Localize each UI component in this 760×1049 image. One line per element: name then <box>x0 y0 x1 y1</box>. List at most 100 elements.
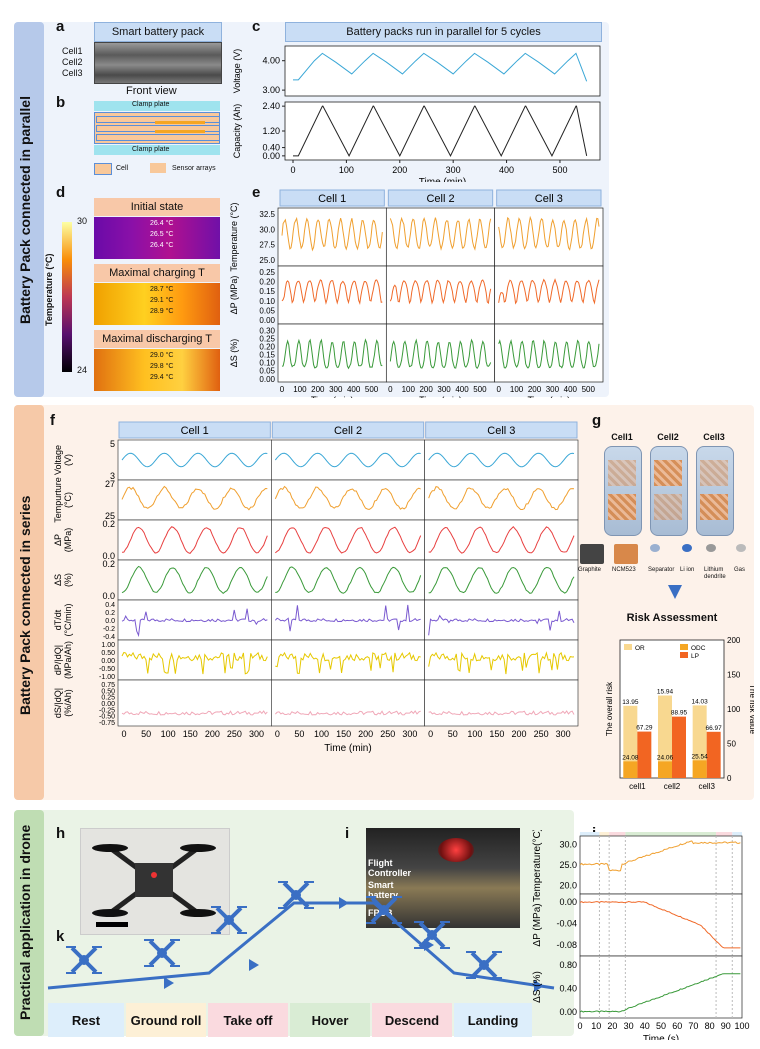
panel-e-xtick-label: 500 <box>582 385 596 394</box>
panel-f-series-6-2 <box>428 710 575 716</box>
g-legend-lp: LP <box>691 653 699 660</box>
j-ylabel-0: Temperature(°C) <box>532 830 543 902</box>
panel-f-ytick-label: -0.75 <box>99 720 115 727</box>
panel-e-ytick-label: 32.5 <box>259 210 275 219</box>
thermal-temp-1-1: 29.1 °C <box>150 297 174 304</box>
colorbar <box>62 222 72 372</box>
panel-c-xtick-label: 400 <box>499 165 514 175</box>
g-label-or-2: 14.03 <box>692 698 709 705</box>
panel-e-xlabel-2: Time (min) <box>527 395 570 398</box>
g-legend-2: Separator <box>648 567 675 573</box>
panel-f-cell-header-2 <box>425 421 578 439</box>
panel-e-xtick-label: 100 <box>402 385 416 394</box>
g-label-odc-0: 24.08 <box>622 754 639 761</box>
panel-f-ytick-label: 0.50 <box>101 688 115 695</box>
panel-e-xtick-label: 200 <box>311 385 325 394</box>
panel-f-series-2-0 <box>121 526 268 554</box>
drone-body <box>479 960 489 970</box>
panel-f-ytick-label: 0.00 <box>101 658 115 665</box>
panel-c-xtick-label: 200 <box>392 165 407 175</box>
j-ylabel-1: ΔP (MPa) <box>532 903 543 946</box>
g-label-odc-2: 25.54 <box>692 753 709 760</box>
flight-arrowhead <box>424 939 434 951</box>
g-cell-label-2: Cell3 <box>703 432 725 442</box>
series-section-label: Battery Pack connected in series <box>17 495 33 715</box>
j-ylabel-2: ΔS (%) <box>532 971 543 1003</box>
g-label-lp-1: 88.95 <box>671 710 688 717</box>
led-glow <box>438 838 474 862</box>
g-bar-or-1 <box>658 695 672 778</box>
panel-f-ytick-label: 0.4 <box>105 602 115 609</box>
panel-f-series-5-2 <box>428 651 575 675</box>
panel-f-series-5-0 <box>121 651 268 675</box>
panel-f-xtick-label: 0 <box>275 729 280 739</box>
g-legend-lp-swatch <box>680 652 688 658</box>
panel-f-cell-header-1 <box>271 421 425 439</box>
panel-c-ytick-label: 3.00 <box>262 85 280 95</box>
panel-c-ytick-label: 4.00 <box>262 56 280 66</box>
g-cell-label-0: Cell1 <box>611 432 633 442</box>
j-ytick-label: -0.08 <box>556 940 577 950</box>
g-y2label: The risk value <box>748 684 754 734</box>
g-label-odc-1: 24.06 <box>657 754 674 761</box>
clamp-plate-bottom-label: Clamp plate <box>132 146 170 153</box>
panel-f-xtick-label: 250 <box>380 729 395 739</box>
panel-f-cell-header-0 <box>118 421 271 439</box>
g-cell-layer-1-1 <box>654 494 682 520</box>
panel-f-ytick-label: -0.2 <box>103 626 115 633</box>
g-legend-icon-1 <box>614 544 638 564</box>
panel-f-axes-4-2 <box>424 599 579 641</box>
panel-e-axes-1-0 <box>277 265 387 325</box>
panel-letter-g: g <box>592 412 602 429</box>
panel-e-xtick-label: 200 <box>528 385 542 394</box>
panel-e-cell-header-1 <box>387 189 494 207</box>
g-bar-odc-2 <box>692 760 707 778</box>
panel-letter-e: e <box>252 184 261 201</box>
panel-e-cell-header-0 <box>279 189 385 207</box>
j-ytick-label: 0.00 <box>559 1007 577 1017</box>
panel-f-series-3-2 <box>428 567 575 594</box>
panel-f-xtick-label: 250 <box>534 729 549 739</box>
panel-e-xtick-label: 0 <box>280 385 285 394</box>
panel-f-ytick-label: 5 <box>110 439 115 449</box>
series-section-tab <box>14 405 44 800</box>
panel-e-xtick-label: 500 <box>473 385 487 394</box>
panel-e-series-2-2 <box>498 338 600 369</box>
g-ylabel: The overall risk <box>605 681 614 736</box>
drone-section-tab <box>14 810 44 1036</box>
j-ytick-label: 25.0 <box>559 860 577 870</box>
g-ytick-label: 100 <box>727 705 741 714</box>
thermal-title-2: Maximal discharging T <box>94 330 220 348</box>
panel-f-cell-title-1: Cell 2 <box>334 425 362 437</box>
drone-icon <box>278 881 314 909</box>
panel-f-series-0-1 <box>274 452 421 468</box>
panel-c-xlabel: Time (min) <box>419 177 466 182</box>
stage-hover: Hover <box>290 1003 370 1037</box>
panel-letter-d: d <box>56 184 66 201</box>
panel-e-series-2-0 <box>281 338 383 370</box>
panel-f-ytick-label: 3 <box>110 471 115 481</box>
j-ytick-label: 0.40 <box>559 983 577 993</box>
panel-c-xtick-label: 500 <box>552 165 567 175</box>
sensor-array-2 <box>155 130 205 133</box>
j-xlabel: Time (s) <box>643 1034 679 1040</box>
panel-f-axes-5-0 <box>117 639 272 681</box>
panel-c-ytick-label: 2.40 <box>262 101 280 111</box>
panel-e-axes-1-2 <box>494 265 604 325</box>
panel-e-xtick-label: 300 <box>329 385 343 394</box>
g-cell-layer-1-0 <box>654 460 682 486</box>
panel-c-ytick-label: 1.20 <box>262 126 280 136</box>
panel-f-ytick-label: 0.2 <box>102 559 115 569</box>
j-xtick-label: 70 <box>688 1021 698 1031</box>
panel-f-ylabel-6: dS/|dQ|(%/Ah) <box>53 688 73 718</box>
panel-f-axes-1-1 <box>271 479 425 521</box>
panel-f-axes-3-2 <box>424 559 579 601</box>
panel-f-ytick-label: -0.50 <box>99 714 115 721</box>
panel-e-cell-title-0: Cell 1 <box>318 193 346 205</box>
g-ytick-label: 0 <box>727 774 732 783</box>
panel-e-xlabel-0: Time (min) <box>311 395 354 398</box>
panel-e-xtick-label: 400 <box>347 385 361 394</box>
j-axes-1 <box>579 893 743 957</box>
j-xtick-label: 50 <box>656 1021 666 1031</box>
panel-f-axes-6-2 <box>424 679 579 727</box>
